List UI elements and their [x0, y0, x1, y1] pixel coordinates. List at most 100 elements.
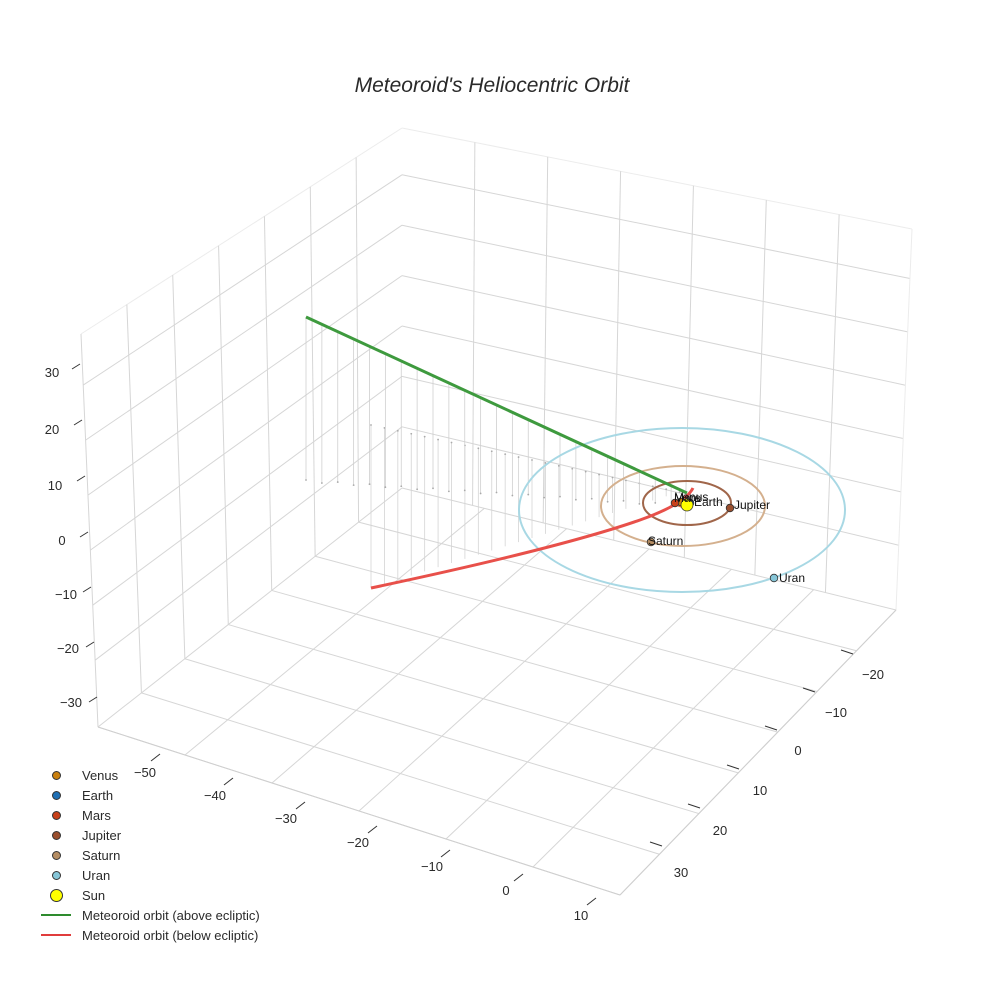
- drop-point: [495, 491, 498, 494]
- x-tick-label: −40: [204, 788, 226, 803]
- drop-point: [336, 481, 339, 483]
- legend-label: Mars: [82, 807, 111, 823]
- z-tick-mark: [73, 419, 83, 426]
- grid-line: [619, 609, 897, 896]
- legend-label: Meteoroid orbit (above ecliptic): [82, 907, 260, 923]
- drop-point: [305, 479, 307, 481]
- z-tick-label: 0: [58, 533, 65, 548]
- drop-point: [571, 467, 574, 470]
- grid-line: [401, 224, 908, 333]
- grid-line: [613, 171, 622, 541]
- drop-point: [437, 438, 439, 441]
- legend-item-venus[interactable]: Venus: [36, 765, 260, 785]
- legend-marker-icon: [51, 830, 61, 840]
- drop-point: [665, 488, 668, 491]
- grid-line: [401, 174, 911, 280]
- legend-item-mars[interactable]: Mars: [36, 805, 260, 825]
- y-tick-label: −10: [825, 705, 847, 720]
- drop-point: [527, 493, 530, 496]
- grid-line: [401, 127, 913, 230]
- grid-line: [82, 174, 403, 386]
- x-tick-label: −20: [347, 835, 369, 850]
- drop-point: [463, 489, 466, 492]
- grid-line: [94, 426, 403, 661]
- chart-title: Meteoroid's Heliocentric Orbit: [354, 74, 630, 97]
- drop-point: [622, 499, 625, 502]
- legend-label: Venus: [82, 767, 119, 783]
- venus-label: Venus: [675, 490, 708, 504]
- y-tick-label: 30: [674, 865, 688, 880]
- legend-item-earth[interactable]: Earth: [36, 785, 260, 805]
- legend: Venus Earth Mars Jupiter Saturn Uran Sun Meteor…: [36, 765, 260, 945]
- z-tick-mark: [88, 696, 98, 703]
- orbit-ellipse: [642, 480, 732, 526]
- z-tick-mark: [85, 641, 95, 648]
- z-tick-label: 10: [48, 478, 62, 493]
- drop-point: [590, 497, 593, 500]
- grid-line: [401, 325, 904, 440]
- drop-point: [531, 459, 533, 461]
- drop-point: [490, 450, 493, 453]
- grid-line: [80, 333, 99, 728]
- legend-marker-icon: [51, 850, 61, 860]
- grid-line: [85, 224, 403, 441]
- drop-point: [654, 502, 657, 504]
- saturn-marker[interactable]: [646, 537, 656, 547]
- drop-point: [598, 473, 600, 476]
- legend-item-meteoroid-orbit-below-ecliptic[interactable]: Meteoroid orbit (below ecliptic): [36, 925, 260, 945]
- drop-point: [352, 484, 355, 487]
- z-tick-label: −20: [57, 641, 79, 656]
- drop-point: [383, 427, 386, 429]
- x-tick-mark: [513, 873, 524, 882]
- legend-item-uran[interactable]: Uran: [36, 865, 260, 885]
- jupiter-label: Jupiter: [734, 498, 770, 512]
- legend-item-jupiter[interactable]: Jupiter: [36, 825, 260, 845]
- legend-item-saturn[interactable]: Saturn: [36, 845, 260, 865]
- mars-marker[interactable]: [670, 498, 680, 508]
- grid-line: [754, 200, 767, 576]
- grid-line: [184, 507, 485, 756]
- y-tick-mark: [802, 687, 816, 693]
- drop-point: [638, 502, 641, 505]
- grid-line: [401, 275, 906, 386]
- z-tick-label: 30: [45, 365, 59, 380]
- x-tick-mark: [367, 825, 378, 834]
- drop-point: [368, 483, 371, 486]
- drop-point: [477, 447, 480, 450]
- y-tick-label: 10: [753, 783, 767, 798]
- orbit-ellipse: [600, 465, 766, 547]
- grid-line: [97, 726, 621, 896]
- x-tick-mark: [223, 777, 234, 786]
- uran-label: Uran: [779, 571, 805, 585]
- z-tick-mark: [71, 363, 81, 370]
- legend-marker-icon: [51, 770, 61, 780]
- x-tick-label: −30: [275, 811, 297, 826]
- grid-line: [401, 426, 899, 546]
- y-tick-label: 0: [794, 743, 801, 758]
- grid-line: [92, 375, 403, 606]
- uran-marker[interactable]: [769, 573, 779, 583]
- legend-label: Earth: [82, 787, 114, 803]
- legend-item-sun[interactable]: Sun: [36, 885, 260, 905]
- drop-point: [606, 500, 609, 503]
- x-tick-mark: [586, 897, 597, 906]
- grid-line: [263, 216, 273, 591]
- legend-item-meteoroid-orbit-above-ecliptic[interactable]: Meteoroid orbit (above ecliptic): [36, 905, 260, 925]
- earth-label: Earth: [694, 495, 723, 509]
- grid-line: [445, 568, 732, 840]
- x-tick-mark: [295, 801, 306, 810]
- drop-point: [574, 498, 577, 501]
- drop-point: [447, 490, 450, 493]
- drop-point: [432, 487, 434, 490]
- drop-point: [416, 488, 419, 491]
- sun-marker[interactable]: [680, 498, 694, 512]
- drop-point: [396, 429, 399, 432]
- y-tick-mark: [687, 803, 701, 809]
- meteoroid-trajectory: [305, 315, 695, 590]
- grid-line: [358, 548, 650, 812]
- z-tick-mark: [82, 586, 92, 593]
- jupiter-marker[interactable]: [725, 503, 735, 513]
- y-tick-label: 20: [713, 823, 727, 838]
- legend-label: Jupiter: [82, 827, 122, 843]
